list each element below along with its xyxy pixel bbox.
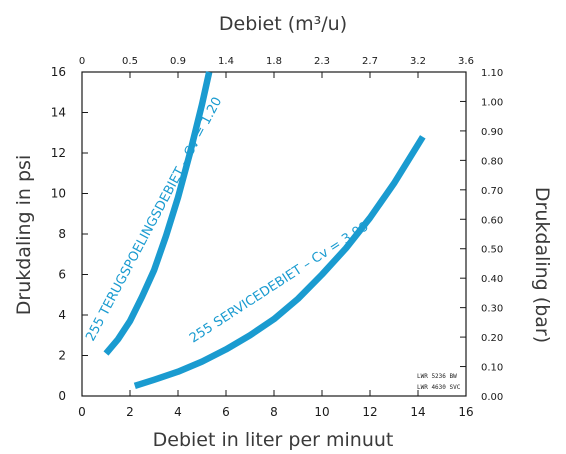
x-top-tick-label: 0.9	[170, 56, 186, 67]
y-left-tick-label: 12	[51, 146, 66, 160]
x-bottom-tick-label: 12	[362, 405, 377, 419]
y-right-tick-label: 1.10	[481, 68, 503, 79]
y-right-tick-label: 0.60	[481, 215, 503, 226]
x-bottom-tick-label: 14	[410, 405, 425, 419]
y-left-tick-label: 16	[51, 65, 66, 79]
series-label-backwash: 255 TERUGSPOELINGSDEBIET – Cv = 1.20	[83, 95, 225, 344]
x-top-axis-title: Debiet (m³/u)	[219, 13, 347, 35]
x-bottom-tick-label: 2	[126, 405, 134, 419]
y-right-tick-label: 0.00	[481, 392, 503, 403]
y-left-tick-label: 8	[58, 227, 66, 241]
series-line-backwash	[103, 71, 213, 356]
y-left-ticks: 0 2 4 6 8 10 12 14 16	[51, 65, 88, 403]
y-right-tick-label: 0.30	[481, 304, 503, 315]
annotation-svc: LWR 4630 SVC	[417, 384, 461, 391]
x-top-tick-label: 2.3	[314, 56, 330, 67]
y-left-tick-label: 4	[58, 308, 66, 322]
y-right-tick-label: 0.10	[481, 363, 503, 374]
x-bottom-ticks: 0 2 4 6 8 10 12 14 16	[78, 390, 474, 419]
x-bottom-tick-label: 16	[458, 405, 473, 419]
y-right-tick-label: 0.20	[481, 333, 503, 344]
y-right-ticks: 0.00 0.10 0.20 0.30 0.40 0.50 0.60 0.70 0.80 0.90…	[460, 68, 503, 403]
series-line-service	[133, 135, 426, 389]
x-bottom-tick-label: 10	[314, 405, 329, 419]
x-top-tick-label: 3.2	[410, 56, 426, 67]
annotation-bw: LWR 5236 BW	[417, 373, 457, 380]
x-top-tick-label: 0	[79, 56, 85, 67]
y-right-tick-label: 1.00	[481, 97, 503, 108]
x-bottom-tick-label: 8	[270, 405, 278, 419]
y-left-tick-label: 14	[51, 106, 66, 120]
y-right-tick-label: 0.70	[481, 186, 503, 197]
series-group	[103, 71, 426, 389]
x-bottom-tick-label: 0	[78, 405, 86, 419]
x-top-tick-label: 0.5	[122, 56, 138, 67]
x-top-tick-label: 1.8	[266, 56, 282, 67]
y-right-axis-title: Drukdaling (bar)	[531, 187, 553, 343]
y-left-tick-label: 2	[58, 349, 66, 363]
x-bottom-tick-label: 6	[222, 405, 230, 419]
y-left-tick-label: 6	[58, 268, 66, 282]
x-top-tick-label: 2.7	[362, 56, 378, 67]
y-left-tick-label: 0	[58, 389, 66, 403]
x-bottom-tick-label: 4	[174, 405, 182, 419]
y-right-tick-label: 0.40	[481, 274, 503, 285]
y-right-tick-label: 0.80	[481, 156, 503, 167]
y-right-tick-label: 0.90	[481, 127, 503, 138]
x-top-tick-label: 1.4	[218, 56, 234, 67]
y-left-tick-label: 10	[51, 187, 66, 201]
x-top-ticks: 0 0.5 0.9 1.4 1.8 2.3 2.7 3.2 3.6	[79, 56, 474, 78]
x-bottom-axis-title: Debiet in liter per minuut	[153, 429, 394, 451]
y-right-tick-label: 0.50	[481, 245, 503, 256]
y-left-axis-title: Drukdaling in psi	[13, 155, 35, 316]
series-label-service: 255 SERVICEDEBIET – Cv = 3.99	[187, 219, 372, 346]
x-top-tick-label: 3.6	[458, 56, 474, 67]
